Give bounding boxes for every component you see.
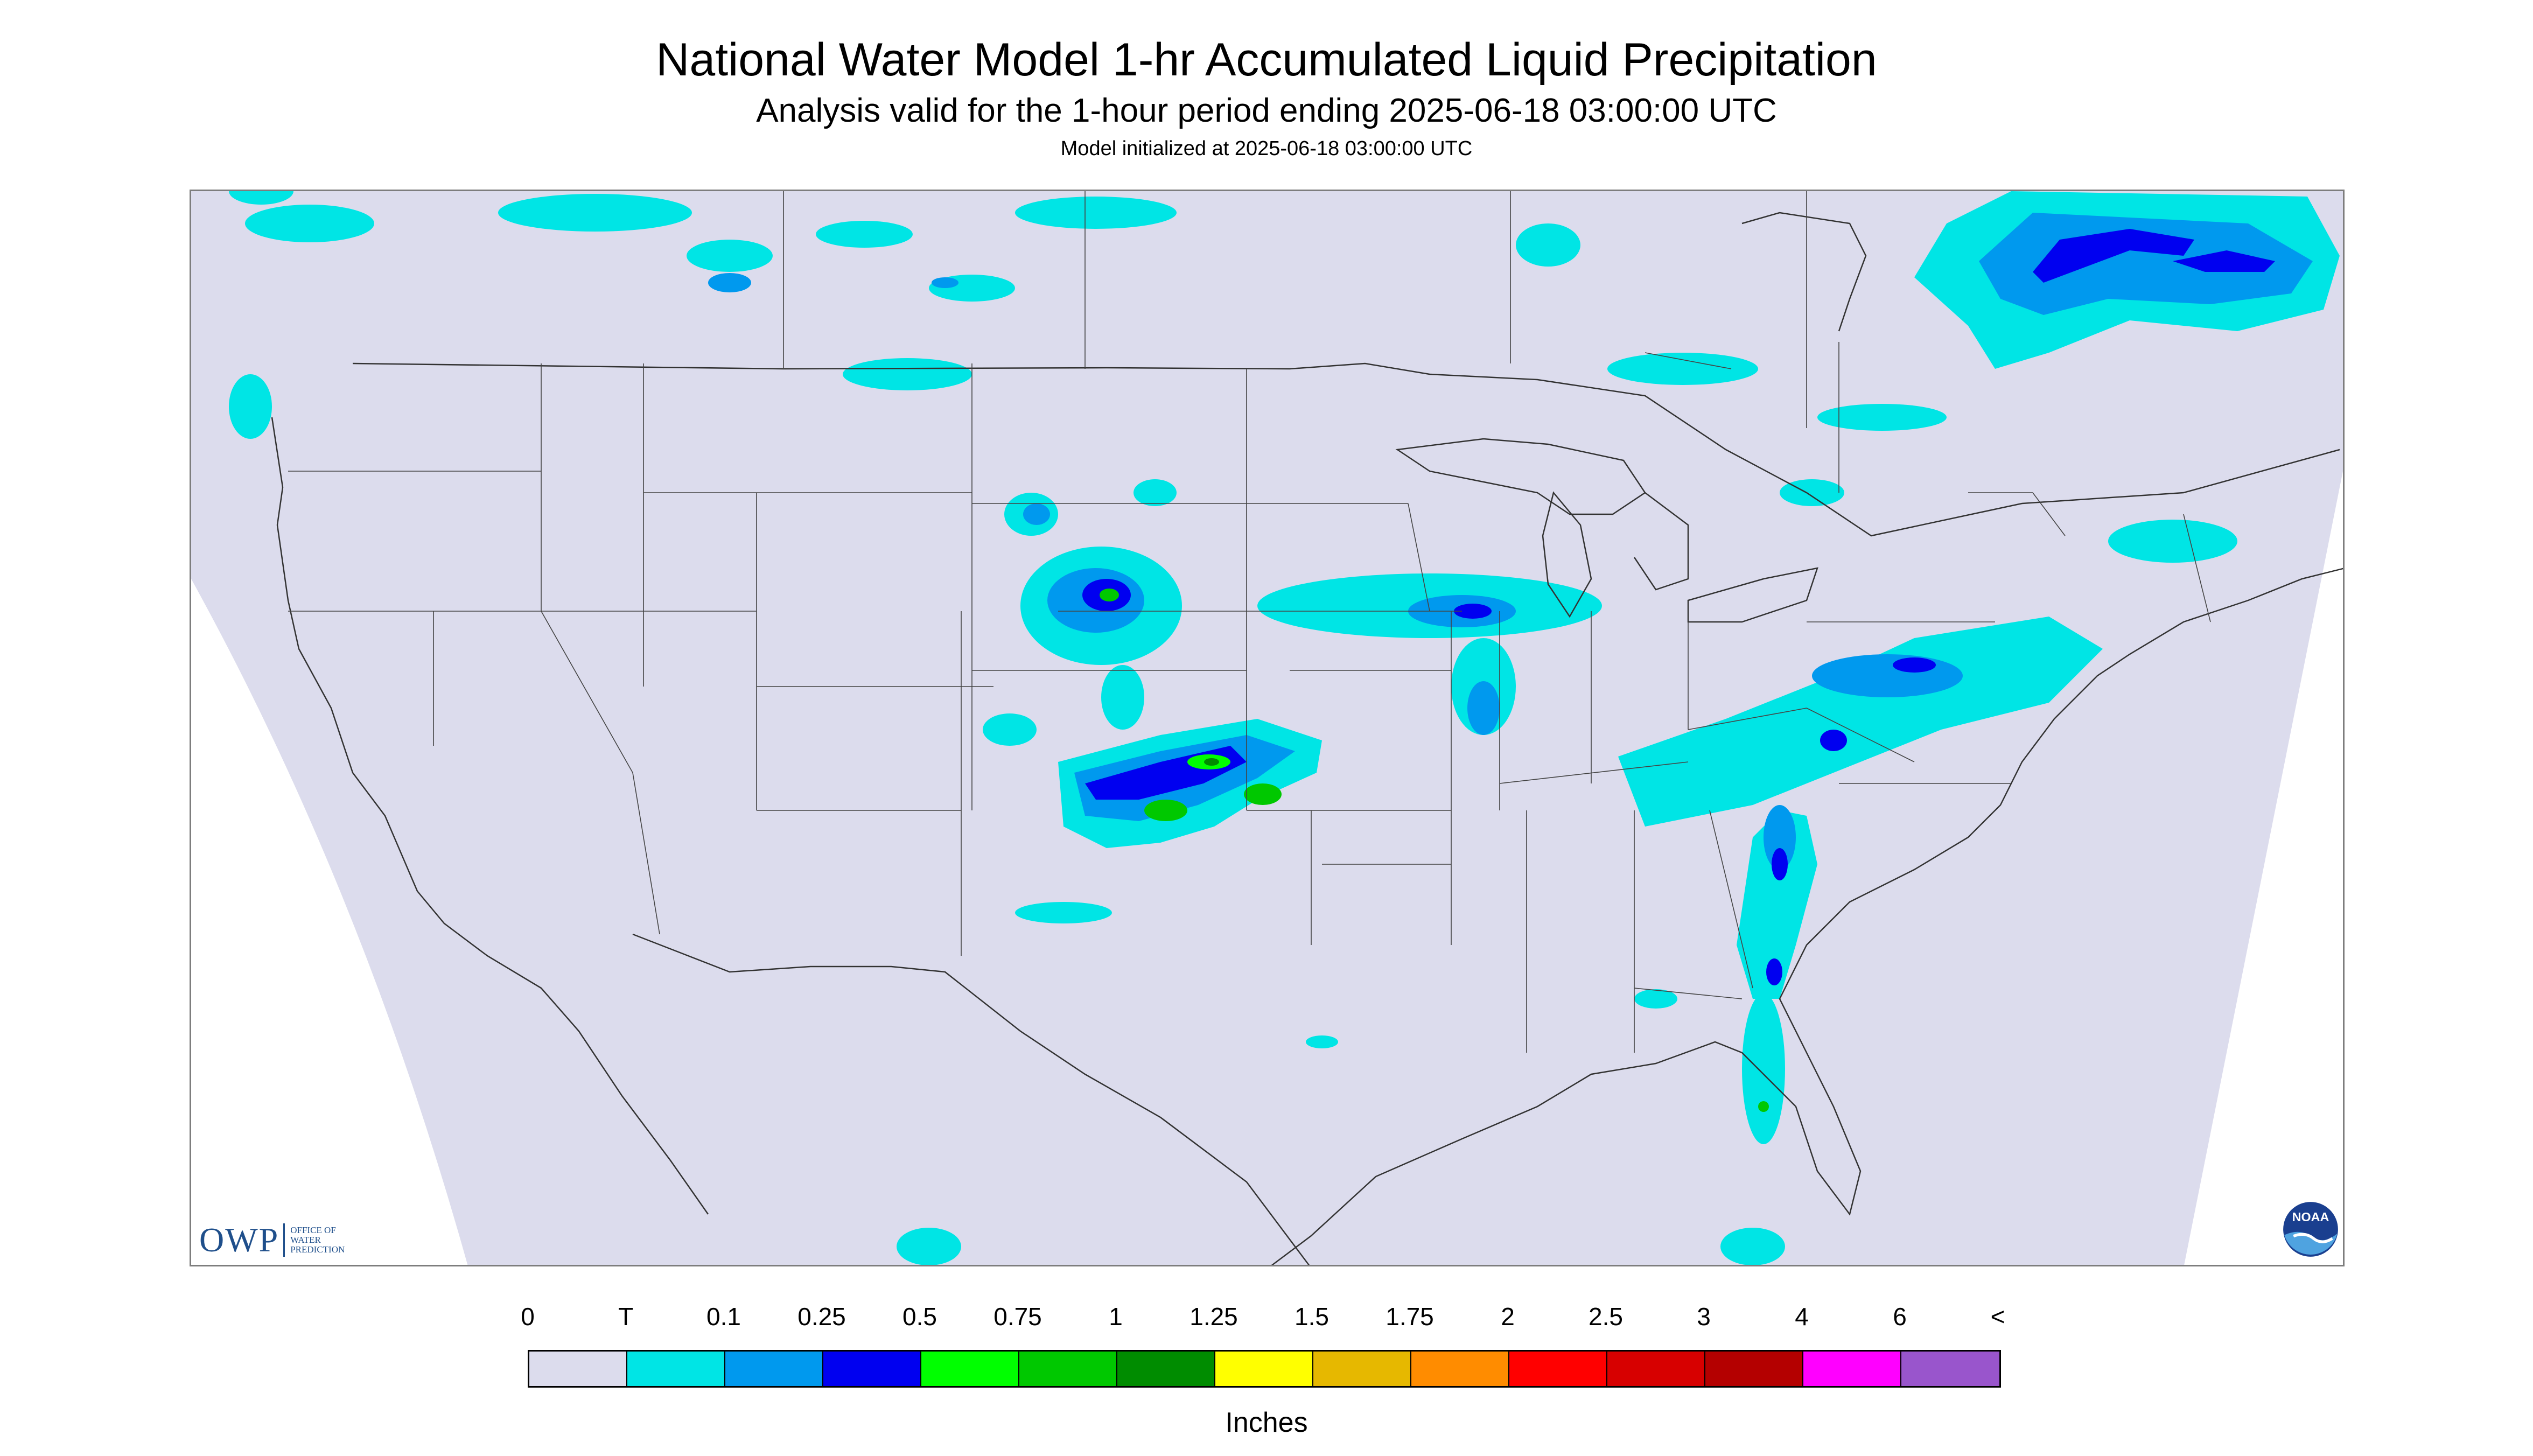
legend-labels: 0 T 0.1 0.25 0.5 0.75 1 1.25 1.5 1.75 2 2.5 3 4 6 < <box>0 1302 2533 1334</box>
mexico-border <box>632 933 1310 1265</box>
legend-tick-label: 6 <box>1893 1303 1907 1331</box>
legend-swatch <box>1803 1352 1901 1386</box>
legend-swatch <box>1901 1352 1999 1386</box>
map-title: National Water Model 1-hr Accumulated Li… <box>656 34 1877 86</box>
legend-tick-label: 0.1 <box>706 1303 741 1331</box>
legend-swatch <box>1705 1352 1803 1386</box>
owp-logo-mark: OWP <box>199 1221 279 1259</box>
legend-tick-label: 2 <box>1501 1303 1515 1331</box>
lake-michigan <box>1542 491 1592 618</box>
legend-colorbar <box>528 1350 2001 1388</box>
legend-swatch <box>1607 1352 1705 1386</box>
legend-swatch <box>1117 1352 1215 1386</box>
legend-tick-label: 0 <box>521 1303 535 1331</box>
legend-tick-label: 0.5 <box>902 1303 937 1331</box>
model-init-text: Model initialized at 2025-06-18 03:00:00… <box>1060 137 1473 160</box>
map-subtitle: Analysis valid for the 1-hour period end… <box>756 92 1777 129</box>
legend-tick-label: < <box>1990 1303 2005 1331</box>
owp-logo-line1: OFFICE OF <box>290 1225 336 1235</box>
legend-swatch <box>1411 1352 1509 1386</box>
legend-swatch <box>627 1352 725 1386</box>
owp-logo: OWP OFFICE OF WATER PREDICTION <box>199 1221 345 1259</box>
owp-logo-line3: PREDICTION <box>290 1244 345 1255</box>
state-lines <box>288 191 2211 1053</box>
precip-area-quebec <box>1780 191 2340 563</box>
hudson-bay-coast <box>1741 212 1867 332</box>
great-lakes <box>1395 438 1646 515</box>
legend-tick-label: 2.5 <box>1589 1303 1623 1331</box>
pacific-coastline <box>271 417 709 1215</box>
precip-area-florida <box>1306 989 1785 1144</box>
legend-tick-label: 0.75 <box>993 1303 1042 1331</box>
legend-swatch <box>1215 1352 1313 1386</box>
boundary-layer <box>271 212 2343 1265</box>
legend-tick-label: 0.25 <box>797 1303 846 1331</box>
legend-tick-label: 1 <box>1109 1303 1123 1331</box>
precip-layer <box>229 191 2340 1265</box>
noaa-logo: NOAA <box>2283 1202 2338 1257</box>
legend-tick-label: 1.25 <box>1189 1303 1238 1331</box>
noaa-logo-text: NOAA <box>2292 1210 2329 1224</box>
legend-swatch <box>725 1352 823 1386</box>
owp-logo-text: OFFICE OF WATER PREDICTION <box>290 1226 345 1255</box>
legend-tick-label: 3 <box>1697 1303 1711 1331</box>
legend-swatch <box>1313 1352 1411 1386</box>
precip-area-south-edge <box>897 1228 1785 1265</box>
legend-tick-label: T <box>618 1303 634 1331</box>
precip-area-east <box>1618 617 2103 827</box>
legend-tick-label: 4 <box>1795 1303 1809 1331</box>
precipitation-map <box>190 190 2345 1266</box>
precip-area-southeast <box>1737 805 1817 999</box>
legend-swatch <box>921 1352 1019 1386</box>
owp-logo-divider <box>283 1223 285 1257</box>
legend-units: Inches <box>1225 1407 1308 1438</box>
map-canvas <box>191 191 2343 1265</box>
precip-area-kansas <box>983 713 1322 923</box>
legend-swatch <box>1509 1352 1607 1386</box>
legend-swatch <box>1019 1352 1117 1386</box>
gulf-atlantic-coastline <box>1271 568 2343 1265</box>
legend-tick-label: 1.5 <box>1295 1303 1329 1331</box>
precip-area-plains-north <box>1004 479 1182 730</box>
legend-tick-label: 1.75 <box>1386 1303 1434 1331</box>
legend-swatch <box>823 1352 921 1386</box>
owp-logo-line2: WATER <box>290 1235 321 1245</box>
canada-border <box>352 362 2340 537</box>
legend-swatch <box>529 1352 627 1386</box>
precip-area-canada-west-core <box>708 273 958 292</box>
